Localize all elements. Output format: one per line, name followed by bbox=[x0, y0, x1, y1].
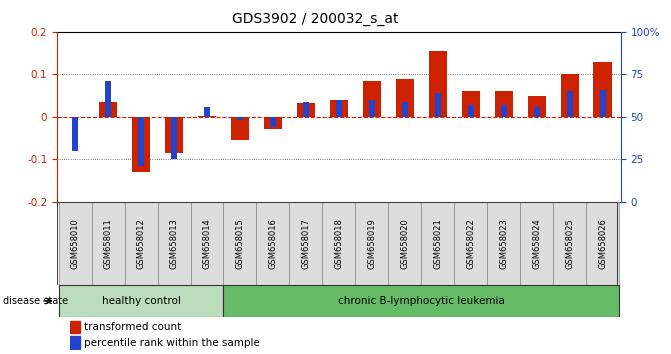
Bar bbox=[560, 74, 578, 117]
Text: chronic B-lymphocytic leukemia: chronic B-lymphocytic leukemia bbox=[338, 296, 505, 306]
Bar bbox=[553, 202, 586, 285]
Bar bbox=[303, 102, 309, 117]
Bar bbox=[533, 107, 539, 117]
Bar bbox=[396, 79, 414, 117]
Text: GDS3902 / 200032_s_at: GDS3902 / 200032_s_at bbox=[232, 12, 399, 27]
Bar bbox=[389, 202, 421, 285]
Text: GSM658015: GSM658015 bbox=[236, 218, 244, 269]
Bar bbox=[435, 93, 441, 117]
Bar bbox=[289, 202, 322, 285]
Bar bbox=[99, 102, 117, 117]
Bar bbox=[421, 202, 454, 285]
Bar bbox=[70, 336, 81, 349]
Text: disease state: disease state bbox=[3, 296, 68, 306]
Text: GSM658016: GSM658016 bbox=[268, 218, 277, 269]
Text: GSM658026: GSM658026 bbox=[598, 218, 607, 269]
Bar bbox=[593, 62, 611, 117]
Bar bbox=[586, 202, 619, 285]
Text: GSM658022: GSM658022 bbox=[466, 218, 475, 269]
Bar bbox=[58, 202, 92, 285]
Bar bbox=[527, 96, 546, 117]
Text: GSM658023: GSM658023 bbox=[499, 218, 508, 269]
Text: GSM658021: GSM658021 bbox=[433, 218, 442, 269]
Text: healthy control: healthy control bbox=[101, 296, 180, 306]
Text: GSM658013: GSM658013 bbox=[170, 218, 178, 269]
Bar bbox=[429, 51, 447, 117]
Text: GSM658019: GSM658019 bbox=[367, 218, 376, 269]
Bar bbox=[264, 117, 282, 129]
Bar bbox=[70, 320, 81, 333]
Bar bbox=[125, 202, 158, 285]
Bar bbox=[237, 117, 243, 120]
Bar bbox=[600, 90, 605, 117]
Bar bbox=[138, 117, 144, 166]
Bar bbox=[329, 100, 348, 117]
Bar bbox=[520, 202, 553, 285]
Bar bbox=[191, 202, 223, 285]
Bar bbox=[171, 117, 177, 159]
Bar bbox=[270, 117, 276, 127]
Bar bbox=[165, 117, 183, 153]
Text: GSM658012: GSM658012 bbox=[137, 218, 146, 269]
Bar bbox=[223, 285, 619, 317]
Bar bbox=[223, 202, 256, 285]
Bar bbox=[297, 103, 315, 117]
Bar bbox=[132, 117, 150, 172]
Bar bbox=[495, 91, 513, 117]
Text: GSM658018: GSM658018 bbox=[334, 218, 344, 269]
Bar bbox=[468, 105, 474, 117]
Text: transformed count: transformed count bbox=[85, 322, 181, 332]
Bar bbox=[322, 202, 356, 285]
Text: GSM658010: GSM658010 bbox=[70, 218, 80, 269]
Bar bbox=[72, 117, 78, 151]
Text: GSM658024: GSM658024 bbox=[532, 218, 541, 269]
Bar bbox=[566, 91, 572, 117]
Text: GSM658020: GSM658020 bbox=[401, 218, 409, 269]
Text: GSM658014: GSM658014 bbox=[203, 218, 211, 269]
Text: GSM658017: GSM658017 bbox=[301, 218, 311, 269]
Bar bbox=[356, 202, 389, 285]
Bar bbox=[204, 107, 210, 117]
Bar bbox=[462, 91, 480, 117]
Bar bbox=[501, 105, 507, 117]
Bar bbox=[231, 117, 249, 140]
Text: percentile rank within the sample: percentile rank within the sample bbox=[85, 338, 260, 348]
Bar bbox=[336, 100, 342, 117]
Bar bbox=[454, 202, 487, 285]
Bar bbox=[158, 202, 191, 285]
Bar bbox=[105, 81, 111, 117]
Bar bbox=[198, 116, 216, 117]
Bar bbox=[256, 202, 289, 285]
Bar bbox=[92, 202, 125, 285]
Bar bbox=[402, 102, 408, 117]
Text: GSM658025: GSM658025 bbox=[565, 218, 574, 269]
Text: GSM658011: GSM658011 bbox=[103, 218, 113, 269]
Bar bbox=[487, 202, 520, 285]
Bar bbox=[58, 285, 223, 317]
Bar bbox=[363, 81, 381, 117]
Bar bbox=[369, 100, 375, 117]
